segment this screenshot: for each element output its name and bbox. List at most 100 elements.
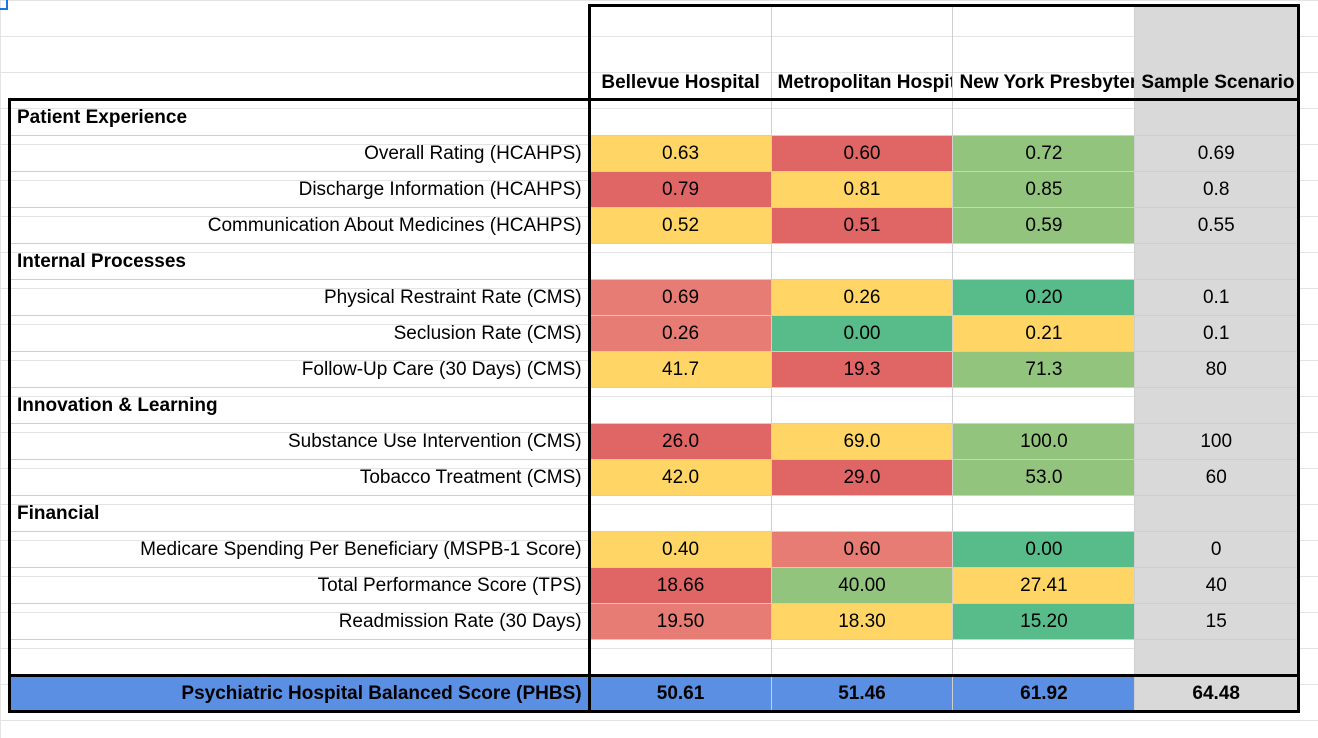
metric-label[interactable]: Discharge Information (HCAHPS) [8, 171, 590, 208]
scenario-value[interactable]: 0.1 [1134, 279, 1300, 316]
metric-value[interactable]: 18.30 [770, 603, 954, 640]
empty-cell[interactable] [770, 243, 954, 280]
empty-cell[interactable] [587, 387, 772, 424]
metric-value[interactable]: 29.0 [770, 459, 954, 496]
empty-cell[interactable] [770, 387, 954, 424]
metric-label[interactable]: Physical Restraint Rate (CMS) [8, 279, 590, 316]
scenario-empty-cell[interactable] [1134, 243, 1300, 280]
metric-label[interactable]: Substance Use Intervention (CMS) [8, 423, 590, 460]
metric-value[interactable]: 41.7 [587, 351, 772, 388]
empty-cell[interactable] [952, 99, 1136, 136]
empty-cell[interactable] [8, 639, 590, 676]
header-sample-scenario[interactable]: Sample Scenario [1134, 4, 1300, 101]
metric-value[interactable]: 0.85 [952, 171, 1136, 208]
metric-value[interactable]: 26.0 [587, 423, 772, 460]
total-label[interactable]: Psychiatric Hospital Balanced Score (PHB… [8, 674, 590, 713]
metric-label[interactable]: Follow-Up Care (30 Days) (CMS) [8, 351, 590, 388]
metric-label[interactable]: Tobacco Treatment (CMS) [8, 459, 590, 496]
metric-value[interactable]: 27.41 [952, 567, 1136, 604]
metric-value[interactable]: 0.26 [770, 279, 954, 316]
scenario-value[interactable]: 15 [1134, 603, 1300, 640]
metric-value[interactable]: 69.0 [770, 423, 954, 460]
scenario-empty-cell[interactable] [1134, 495, 1300, 532]
metric-value[interactable]: 0.21 [952, 315, 1136, 352]
scenario-value[interactable]: 0.69 [1134, 135, 1300, 172]
metric-value[interactable]: 0.00 [770, 315, 954, 352]
metric-row: Readmission Rate (30 Days) 19.50 18.30 15.2… [8, 603, 1300, 640]
scenario-value[interactable]: 100 [1134, 423, 1300, 460]
metric-value[interactable]: 18.66 [587, 567, 772, 604]
metric-label[interactable]: Medicare Spending Per Beneficiary (MSPB-… [8, 531, 590, 568]
header-nyp[interactable]: New York Presbyterian Hospital [952, 4, 1136, 101]
metric-value[interactable]: 0.69 [587, 279, 772, 316]
empty-cell[interactable] [952, 243, 1136, 280]
total-value[interactable]: 51.46 [770, 674, 954, 713]
metric-row: Medicare Spending Per Beneficiary (MSPB-… [8, 531, 1300, 568]
metric-value[interactable]: 0.72 [952, 135, 1136, 172]
balanced-scorecard-table: Bellevue Hospital Metropolitan Hospital … [8, 4, 1300, 713]
metric-label[interactable]: Communication About Medicines (HCAHPS) [8, 207, 590, 244]
metric-value[interactable]: 0.79 [587, 171, 772, 208]
metric-value[interactable]: 0.59 [952, 207, 1136, 244]
total-value[interactable]: 61.92 [952, 674, 1136, 713]
empty-cell[interactable] [770, 639, 954, 676]
metric-value[interactable]: 0.60 [770, 135, 954, 172]
section-title[interactable]: Internal Processes [8, 243, 590, 280]
section-title[interactable]: Patient Experience [8, 99, 590, 136]
empty-cell[interactable] [952, 495, 1136, 532]
empty-cell[interactable] [952, 387, 1136, 424]
metric-value[interactable]: 42.0 [587, 459, 772, 496]
header-metropolitan[interactable]: Metropolitan Hospital [770, 4, 954, 101]
empty-cell[interactable] [952, 639, 1136, 676]
total-scenario-value[interactable]: 64.48 [1134, 674, 1300, 713]
metric-value[interactable]: 40.00 [770, 567, 954, 604]
metric-row: Seclusion Rate (CMS) 0.26 0.00 0.21 0.1 [8, 315, 1300, 352]
empty-cell[interactable] [587, 99, 772, 136]
total-value[interactable]: 50.61 [587, 674, 772, 713]
scenario-empty-cell[interactable] [1134, 99, 1300, 136]
empty-cell[interactable] [770, 99, 954, 136]
header-bellevue[interactable]: Bellevue Hospital [587, 4, 772, 101]
scenario-value[interactable]: 0.55 [1134, 207, 1300, 244]
metric-value[interactable]: 100.0 [952, 423, 1136, 460]
header-blank-cell[interactable] [9, 5, 590, 101]
section-title[interactable]: Financial [8, 495, 590, 532]
metric-row: Total Performance Score (TPS) 18.66 40.00 2… [8, 567, 1300, 604]
metric-value[interactable]: 19.3 [770, 351, 954, 388]
empty-cell[interactable] [770, 495, 954, 532]
scenario-value[interactable]: 0.8 [1134, 171, 1300, 208]
spacer-row [8, 639, 1300, 676]
metric-value[interactable]: 0.81 [770, 171, 954, 208]
metric-value[interactable]: 53.0 [952, 459, 1136, 496]
section-row: Internal Processes [8, 243, 1300, 280]
empty-cell[interactable] [587, 243, 772, 280]
scenario-value[interactable]: 0.1 [1134, 315, 1300, 352]
metric-label[interactable]: Overall Rating (HCAHPS) [8, 135, 590, 172]
metric-value[interactable]: 0.40 [587, 531, 772, 568]
metric-row: Tobacco Treatment (CMS) 42.0 29.0 53.0 60 [8, 459, 1300, 496]
metric-label[interactable]: Readmission Rate (30 Days) [8, 603, 590, 640]
scenario-value[interactable]: 0 [1134, 531, 1300, 568]
metric-value[interactable]: 15.20 [952, 603, 1136, 640]
scenario-value[interactable]: 80 [1134, 351, 1300, 388]
scenario-empty-cell[interactable] [1134, 639, 1300, 676]
total-score-row: Psychiatric Hospital Balanced Score (PHB… [8, 674, 1300, 713]
empty-cell[interactable] [587, 639, 772, 676]
scenario-value[interactable]: 40 [1134, 567, 1300, 604]
scenario-empty-cell[interactable] [1134, 387, 1300, 424]
metric-label[interactable]: Total Performance Score (TPS) [8, 567, 590, 604]
metric-value[interactable]: 0.63 [587, 135, 772, 172]
metric-value[interactable]: 71.3 [952, 351, 1136, 388]
metric-value[interactable]: 0.60 [770, 531, 954, 568]
empty-cell[interactable] [587, 495, 772, 532]
scenario-value[interactable]: 60 [1134, 459, 1300, 496]
metric-value[interactable]: 0.52 [587, 207, 772, 244]
metric-row: Physical Restraint Rate (CMS) 0.69 0.26 0.2… [8, 279, 1300, 316]
metric-value[interactable]: 0.00 [952, 531, 1136, 568]
metric-label[interactable]: Seclusion Rate (CMS) [8, 315, 590, 352]
metric-value[interactable]: 0.26 [587, 315, 772, 352]
metric-value[interactable]: 19.50 [587, 603, 772, 640]
metric-value[interactable]: 0.20 [952, 279, 1136, 316]
section-title[interactable]: Innovation & Learning [8, 387, 590, 424]
metric-value[interactable]: 0.51 [770, 207, 954, 244]
